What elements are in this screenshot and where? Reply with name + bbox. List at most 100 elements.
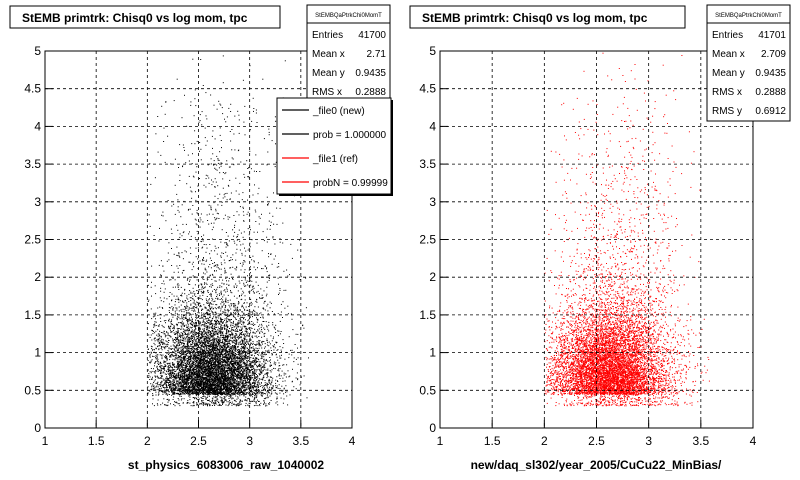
data-point bbox=[181, 375, 183, 377]
data-point bbox=[184, 390, 186, 392]
data-point bbox=[220, 293, 222, 294]
data-point bbox=[183, 322, 185, 324]
data-point bbox=[216, 212, 218, 214]
data-point bbox=[267, 376, 269, 378]
data-point bbox=[221, 351, 223, 352]
data-point bbox=[204, 340, 206, 342]
data-point bbox=[186, 383, 188, 385]
data-point bbox=[210, 207, 212, 209]
data-point bbox=[233, 403, 235, 405]
data-point bbox=[240, 356, 242, 358]
data-point bbox=[278, 263, 280, 264]
data-point bbox=[229, 314, 231, 316]
data-point bbox=[240, 391, 242, 393]
data-point bbox=[243, 343, 245, 345]
data-point bbox=[236, 334, 238, 336]
data-point bbox=[193, 290, 195, 292]
data-point bbox=[150, 308, 152, 310]
data-point bbox=[231, 303, 233, 305]
data-point bbox=[224, 356, 226, 358]
data-point bbox=[232, 340, 234, 342]
data-point bbox=[262, 393, 264, 395]
data-point bbox=[166, 343, 168, 345]
data-point bbox=[215, 324, 217, 326]
data-point bbox=[195, 359, 197, 361]
data-point bbox=[218, 321, 219, 322]
data-point bbox=[186, 348, 188, 350]
data-point bbox=[181, 390, 183, 392]
data-point bbox=[158, 345, 160, 347]
data-point bbox=[209, 361, 211, 363]
data-point bbox=[219, 388, 221, 390]
data-point bbox=[210, 376, 212, 378]
data-point bbox=[157, 375, 158, 377]
data-point bbox=[255, 363, 257, 365]
data-point bbox=[183, 231, 185, 233]
data-point bbox=[282, 317, 283, 318]
data-point bbox=[250, 276, 252, 277]
data-point bbox=[196, 212, 198, 214]
data-point bbox=[183, 353, 185, 355]
data-point bbox=[207, 320, 209, 321]
data-point bbox=[186, 368, 188, 370]
data-point bbox=[259, 370, 261, 372]
data-point bbox=[257, 375, 258, 377]
data-point bbox=[208, 304, 210, 306]
data-point bbox=[259, 344, 261, 346]
data-point bbox=[226, 356, 228, 358]
data-point bbox=[224, 383, 226, 385]
data-point bbox=[281, 351, 282, 353]
data-point bbox=[212, 340, 214, 342]
data-point bbox=[164, 381, 166, 383]
data-point bbox=[149, 163, 151, 165]
data-point bbox=[210, 373, 212, 375]
data-point bbox=[269, 382, 271, 384]
data-point bbox=[205, 115, 207, 117]
data-point bbox=[172, 384, 174, 385]
data-point bbox=[246, 383, 248, 385]
data-point bbox=[257, 375, 259, 377]
data-point bbox=[194, 337, 196, 339]
data-point bbox=[184, 334, 186, 336]
data-point bbox=[219, 347, 221, 349]
data-point bbox=[253, 379, 255, 381]
data-point bbox=[263, 385, 265, 387]
data-point bbox=[237, 374, 239, 376]
data-point bbox=[223, 304, 225, 306]
data-point bbox=[228, 331, 230, 333]
data-point bbox=[221, 264, 223, 266]
data-point bbox=[179, 333, 181, 335]
data-point bbox=[226, 358, 228, 360]
data-point bbox=[178, 388, 180, 390]
data-point bbox=[288, 357, 290, 359]
data-point bbox=[245, 306, 247, 308]
data-point bbox=[224, 173, 226, 175]
data-point bbox=[159, 378, 161, 379]
data-point bbox=[234, 350, 236, 352]
data-point bbox=[219, 350, 221, 352]
data-point bbox=[191, 379, 193, 381]
data-point bbox=[193, 309, 195, 311]
data-point bbox=[228, 352, 230, 354]
data-point bbox=[255, 344, 257, 346]
data-point bbox=[204, 352, 206, 353]
data-point bbox=[249, 313, 251, 315]
data-point bbox=[171, 353, 173, 355]
data-point bbox=[240, 321, 242, 323]
data-point bbox=[191, 358, 193, 360]
data-point bbox=[220, 358, 222, 360]
data-point bbox=[250, 376, 252, 378]
data-point bbox=[177, 316, 179, 318]
data-point bbox=[202, 221, 204, 223]
data-point bbox=[264, 384, 266, 385]
data-point bbox=[176, 337, 178, 339]
data-point bbox=[168, 320, 170, 322]
data-point bbox=[210, 375, 212, 377]
data-point bbox=[203, 330, 205, 332]
data-point bbox=[257, 377, 259, 379]
data-point bbox=[203, 360, 205, 362]
data-point bbox=[220, 162, 222, 164]
data-point bbox=[195, 364, 197, 366]
data-point bbox=[243, 348, 245, 350]
data-point bbox=[194, 350, 196, 352]
